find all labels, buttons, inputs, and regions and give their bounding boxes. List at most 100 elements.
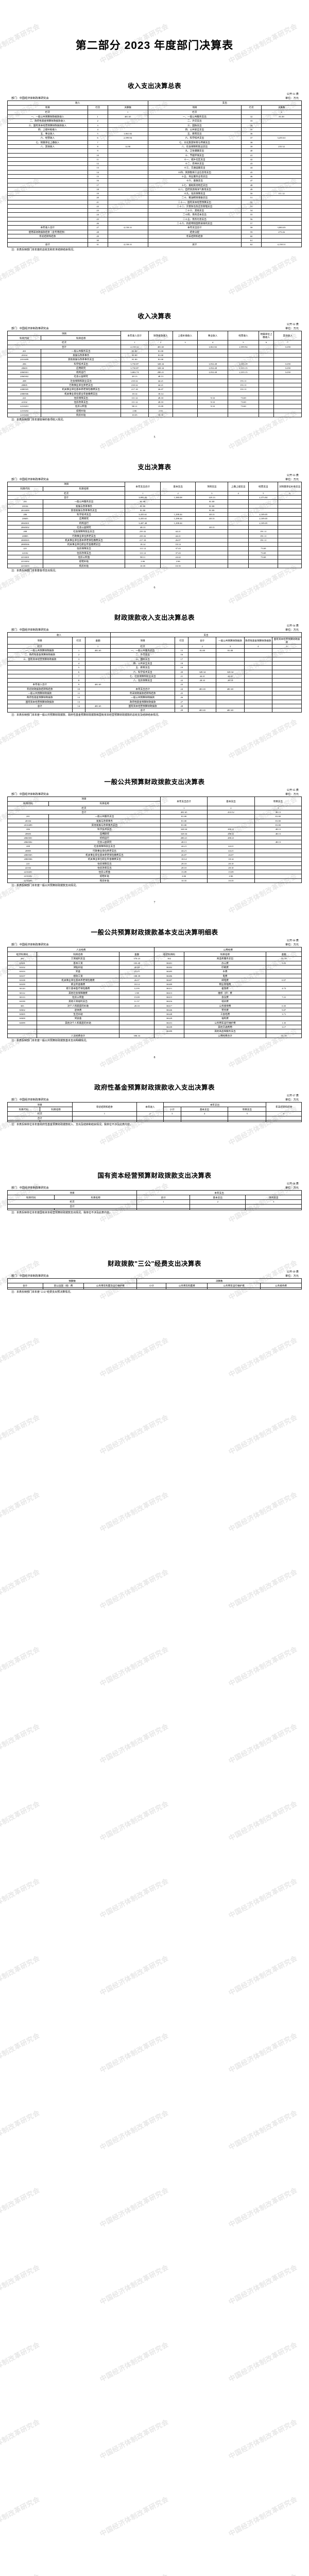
- income-row-no: 7: [72, 673, 86, 679]
- expense-row-no: 24: [175, 686, 189, 692]
- column-header-code: 科目代码: [7, 1107, 40, 1112]
- cell-value: [195, 559, 229, 564]
- table-row: 22102 住房改革支出 111.12 28.10 9.33 73.69: [7, 400, 302, 405]
- cell-value: [173, 370, 198, 375]
- document-body: 第二部分 2023 年度部门决算表 收入支出决算总表 公开 01 表 部门：中国…: [7, 40, 302, 1294]
- table-row: 七、附属单位上缴收入 7 七、文化旅游体育与传媒支出 38: [7, 140, 302, 145]
- cell-value: [258, 357, 274, 362]
- income-row-no: 13: [72, 699, 86, 704]
- cell-value: [258, 412, 274, 418]
- expense-item-name: 四、公共安全支出: [147, 127, 242, 132]
- table-header-row: 项目 本年支出: [7, 1190, 302, 1196]
- col-label: 栏次: [7, 1111, 73, 1116]
- income-item-name: [7, 157, 88, 162]
- subject-code: 20104: [7, 503, 43, 509]
- expense-item-name: 十七、援助其他地区支出: [147, 182, 242, 188]
- expense-value: [271, 682, 302, 687]
- amount-left: [118, 1016, 155, 1021]
- expense-value: [244, 695, 272, 700]
- subject-name-right: 物业管理费: [183, 982, 267, 987]
- watermark-text: 中国经济体制改革研究会: [227, 1876, 299, 1920]
- economic-code-left: [7, 1029, 38, 1034]
- subject-name: 机构运行: [42, 520, 126, 526]
- expense-item-name: [110, 682, 176, 687]
- income-value: [107, 161, 148, 166]
- cell-value: 81.00: [160, 818, 208, 824]
- cell-value: 81.00: [195, 507, 229, 513]
- subject-name: 机关事业单位职业年金缴费支出: [42, 542, 126, 547]
- table-03: 项目 本年支出合计 基本支出 项目支出 上缴上级支出 经营支出 对附属单位补助支出 科目代码科…: [7, 481, 302, 568]
- column-header: 基本支出: [189, 1195, 246, 1200]
- expense-item-name: 年末财政拨款结转和结余: [110, 690, 176, 696]
- income-row-no: 10: [72, 686, 86, 692]
- expense-row-no: 22: [175, 678, 189, 683]
- cell-value: [173, 391, 198, 396]
- subject-name: 购房补贴: [42, 563, 126, 568]
- expense-item-name: 总计: [147, 242, 242, 247]
- empty-cell: [54, 1208, 138, 1210]
- amount-right: 35.19: [266, 956, 302, 961]
- table-row: 五、事业收入 5 1,061.82 五、教育支出 36: [7, 131, 302, 137]
- cell-value: 28.10: [160, 861, 208, 866]
- expense-value: 28.10: [188, 678, 217, 683]
- income-row-no: 6: [72, 669, 86, 674]
- column-number-row: 栏次 1 栏次 2 3 4 5: [7, 643, 302, 649]
- table-row: 14 十四、资源勘探工业信息等支出 45: [7, 170, 302, 175]
- col-number: 3: [163, 1111, 181, 1116]
- cell-value: [248, 525, 279, 530]
- cell-value: [258, 400, 274, 405]
- table-row: 25 二十五、债务付息支出 56: [7, 216, 302, 222]
- income-row-no: 12: [72, 695, 86, 700]
- unit-line: 单位：万元: [285, 792, 299, 796]
- income-value: [107, 208, 148, 213]
- watermark-text: 中国经济体制改革研究会: [227, 2495, 299, 2538]
- subject-code: 20805: [7, 848, 49, 854]
- col-number: 3: [173, 340, 198, 345]
- cell-value: 48.13: [160, 840, 208, 845]
- subject-name: 机关事业单位基本养老保险缴费支出: [41, 387, 122, 392]
- empty-cell: [166, 1287, 208, 1290]
- expense-row-no: 51: [241, 195, 262, 200]
- cell-value: 2.66: [160, 874, 208, 879]
- subject-name: 购房补贴: [41, 412, 122, 418]
- amount-right: 3.71: [266, 1012, 302, 1017]
- column-header: 项目支出: [245, 1195, 302, 1200]
- expense-value: [261, 208, 302, 213]
- table-07-meta: 部门：中国经济体制改革研究会 单位：万元: [7, 1098, 302, 1102]
- col-label: 栏次: [7, 643, 73, 649]
- total-value: 481.65: [148, 344, 174, 349]
- cell-value: [228, 559, 249, 564]
- expense-value: 481.65: [188, 708, 217, 713]
- table-09-sheet-no: 公开 09 表: [286, 1270, 299, 1274]
- expense-value: 28.10: [216, 678, 245, 683]
- cell-value: [173, 357, 198, 362]
- table-row: 9 九、卫生健康支出 40: [7, 148, 302, 154]
- cell-value: [173, 348, 198, 354]
- subject-name-right: 维修（护）费: [183, 990, 267, 996]
- income-row-no: 14: [72, 703, 86, 709]
- cell-value: 235.32: [121, 383, 149, 388]
- expense-value: [261, 199, 302, 205]
- cell-value: [160, 499, 196, 504]
- amount-right: [266, 965, 302, 970]
- income-row-no: 8: [72, 678, 86, 683]
- col-number: 5: [228, 1111, 267, 1116]
- table-row: 208 社会保障和就业支出 235.32 44.21 191.11: [7, 529, 302, 534]
- income-item-name: [7, 199, 88, 205]
- expense-row-no: 38: [241, 140, 262, 145]
- empty-cell: [136, 1287, 167, 1290]
- column-header: 财政拨款收入: [148, 331, 174, 341]
- column-header: 科目名称: [37, 952, 119, 957]
- table-header-row: 收入 支出: [7, 632, 302, 638]
- table-08-sheet-no: 公开 08 表: [286, 1182, 299, 1186]
- table-row: 2080505 机关事业单位基本养老保险缴费支出 26.07 26.07: [7, 852, 302, 858]
- table-header-row: 项目 本年收入合计 财政拨款收入 上级补助收入 事业收入 经营收入 附属单位上缴收入 其他收入: [7, 331, 302, 341]
- cell-value: [254, 848, 302, 854]
- watermark-text: 中国经济体制改革研究会: [227, 2031, 299, 2074]
- subject-code: 221: [7, 546, 43, 551]
- expense-value: [261, 127, 302, 132]
- expense-item-name: 政府性基金预算财政拨款: [110, 699, 176, 704]
- expense-value: [261, 212, 302, 217]
- table-row: 22 二十二、灾害防治及应急管理支出 53: [7, 204, 302, 209]
- table-row: 12 十二、农林水支出 43: [7, 161, 302, 166]
